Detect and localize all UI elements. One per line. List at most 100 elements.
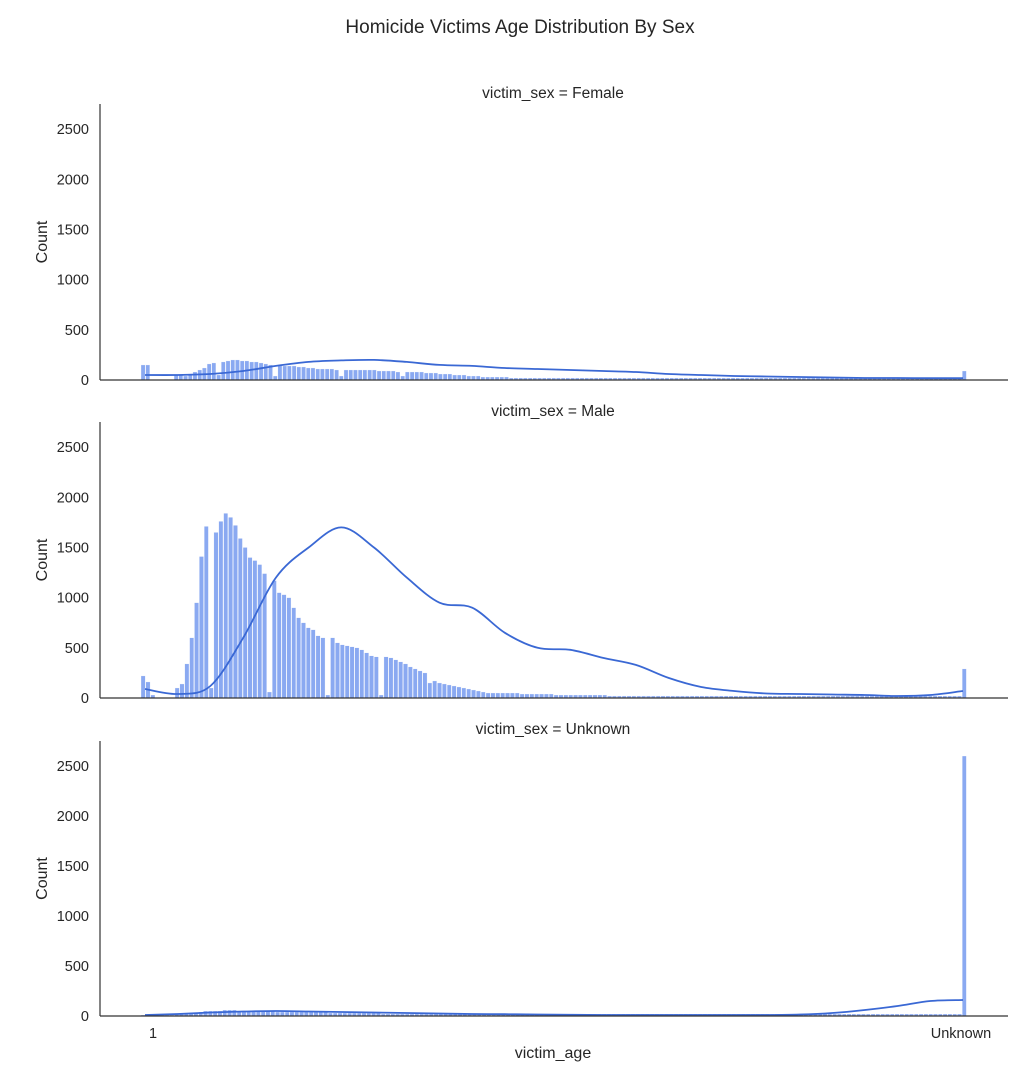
histogram-bar	[357, 369, 363, 381]
histogram-bar	[206, 363, 212, 381]
y-tick-label: 0	[81, 1009, 89, 1025]
histogram-bar	[252, 560, 258, 699]
histogram-bar	[310, 629, 316, 699]
histogram-bar	[398, 661, 403, 699]
histogram-bar	[334, 369, 339, 381]
histogram-bar	[419, 371, 424, 381]
histogram-bar	[249, 361, 254, 381]
y-tick-label: 2000	[57, 172, 89, 188]
histogram-bar	[961, 668, 967, 699]
y-axis-label: Count	[34, 220, 51, 263]
histogram-bar	[258, 362, 264, 381]
histogram-bar	[471, 689, 476, 699]
kde-curve	[144, 999, 964, 1016]
x-tick-label: Unknown	[931, 1026, 991, 1042]
histogram-bar	[514, 692, 520, 699]
histogram-bar	[228, 517, 233, 699]
kde-curve	[144, 526, 964, 697]
histogram-bar	[412, 668, 418, 699]
histogram-bar	[340, 644, 345, 699]
y-tick-label: 0	[81, 373, 89, 389]
panel-title: victim_sex = Female	[482, 85, 624, 102]
histogram-bar	[446, 684, 452, 699]
histogram-bar	[362, 369, 368, 381]
histogram-bar	[376, 370, 382, 381]
histogram-bar	[475, 375, 481, 381]
y-axis-label: Count	[34, 857, 51, 900]
x-axis-label: victim_age	[515, 1045, 592, 1062]
histogram-bar	[432, 680, 437, 699]
y-tick-label: 500	[65, 641, 89, 657]
histogram-bar	[306, 627, 311, 699]
y-tick-label: 1000	[57, 273, 89, 289]
histogram-bar	[391, 370, 396, 381]
histogram-bar	[364, 652, 369, 699]
histogram-bar	[194, 602, 199, 699]
histogram-bar	[145, 364, 150, 381]
histogram-bar	[315, 635, 321, 699]
histogram-bar	[461, 687, 467, 699]
histogram-bar	[189, 637, 194, 699]
histogram-bar	[329, 368, 335, 381]
histogram-bar	[427, 682, 433, 699]
histogram-bar	[277, 364, 283, 381]
histogram-bar	[405, 371, 410, 381]
histogram-bar	[230, 359, 235, 381]
histogram-bar	[242, 547, 248, 699]
histogram-bar	[208, 687, 214, 699]
histogram-bar	[310, 367, 316, 381]
histogram-bar	[495, 692, 501, 699]
y-tick-label: 2500	[57, 440, 89, 456]
histogram-bar	[192, 371, 198, 381]
histogram-bar	[315, 368, 320, 381]
histogram-bar	[320, 368, 325, 381]
histogram-bar	[414, 371, 420, 381]
y-tick-label: 1500	[57, 541, 89, 557]
histogram-bar	[485, 692, 491, 699]
histogram-bar	[353, 369, 358, 381]
y-tick-label: 1500	[57, 859, 89, 875]
histogram-bar	[428, 372, 434, 381]
chart-title: Homicide Victims Age Distribution By Sex	[345, 17, 695, 38]
histogram-bar	[221, 361, 226, 381]
histogram-bar	[457, 374, 462, 381]
histogram-bar	[476, 690, 481, 699]
histogram-bar	[400, 375, 405, 381]
histogram-bar	[524, 693, 530, 699]
y-axis-label: Count	[34, 538, 51, 581]
histogram-bar	[409, 371, 415, 381]
histogram-bar	[227, 1009, 232, 1017]
histogram-bar	[381, 370, 386, 381]
histogram-bar	[199, 556, 204, 699]
histogram-bars	[140, 513, 967, 699]
histogram-bar	[238, 538, 243, 699]
histogram-bar	[417, 670, 423, 699]
histogram-bar	[548, 693, 554, 699]
histogram-bar	[320, 637, 326, 699]
histogram-bar	[296, 366, 302, 381]
histogram-bar	[451, 685, 457, 699]
histogram-bar	[354, 647, 360, 699]
histogram-bar	[257, 564, 263, 699]
y-tick-label: 2500	[57, 122, 89, 138]
histogram-bar	[500, 692, 505, 699]
histogram-bar	[466, 375, 471, 381]
histogram-bar	[544, 693, 549, 699]
facet-panel-2: victim_sex = Male 0 500 1000 1500 2000 2500 Cou…	[34, 403, 1008, 707]
histogram-bar	[471, 375, 476, 381]
histogram-bar	[254, 361, 259, 381]
y-tick-label: 1000	[57, 909, 89, 925]
histogram-bar	[348, 369, 353, 381]
y-tick-label: 2000	[57, 490, 89, 506]
histogram-bar	[282, 365, 287, 381]
histogram-bar	[281, 594, 287, 699]
histogram-bar	[343, 369, 349, 381]
histogram-bar	[291, 607, 297, 699]
histogram-bar	[273, 375, 278, 381]
histogram-bar	[272, 580, 277, 699]
histogram-bar	[324, 368, 330, 381]
facet-panels: victim_sex = Female 0 500 1000 1500 2000 2500 C…	[34, 85, 1008, 1042]
histogram-bar	[225, 360, 231, 381]
histogram-bar	[529, 693, 535, 699]
